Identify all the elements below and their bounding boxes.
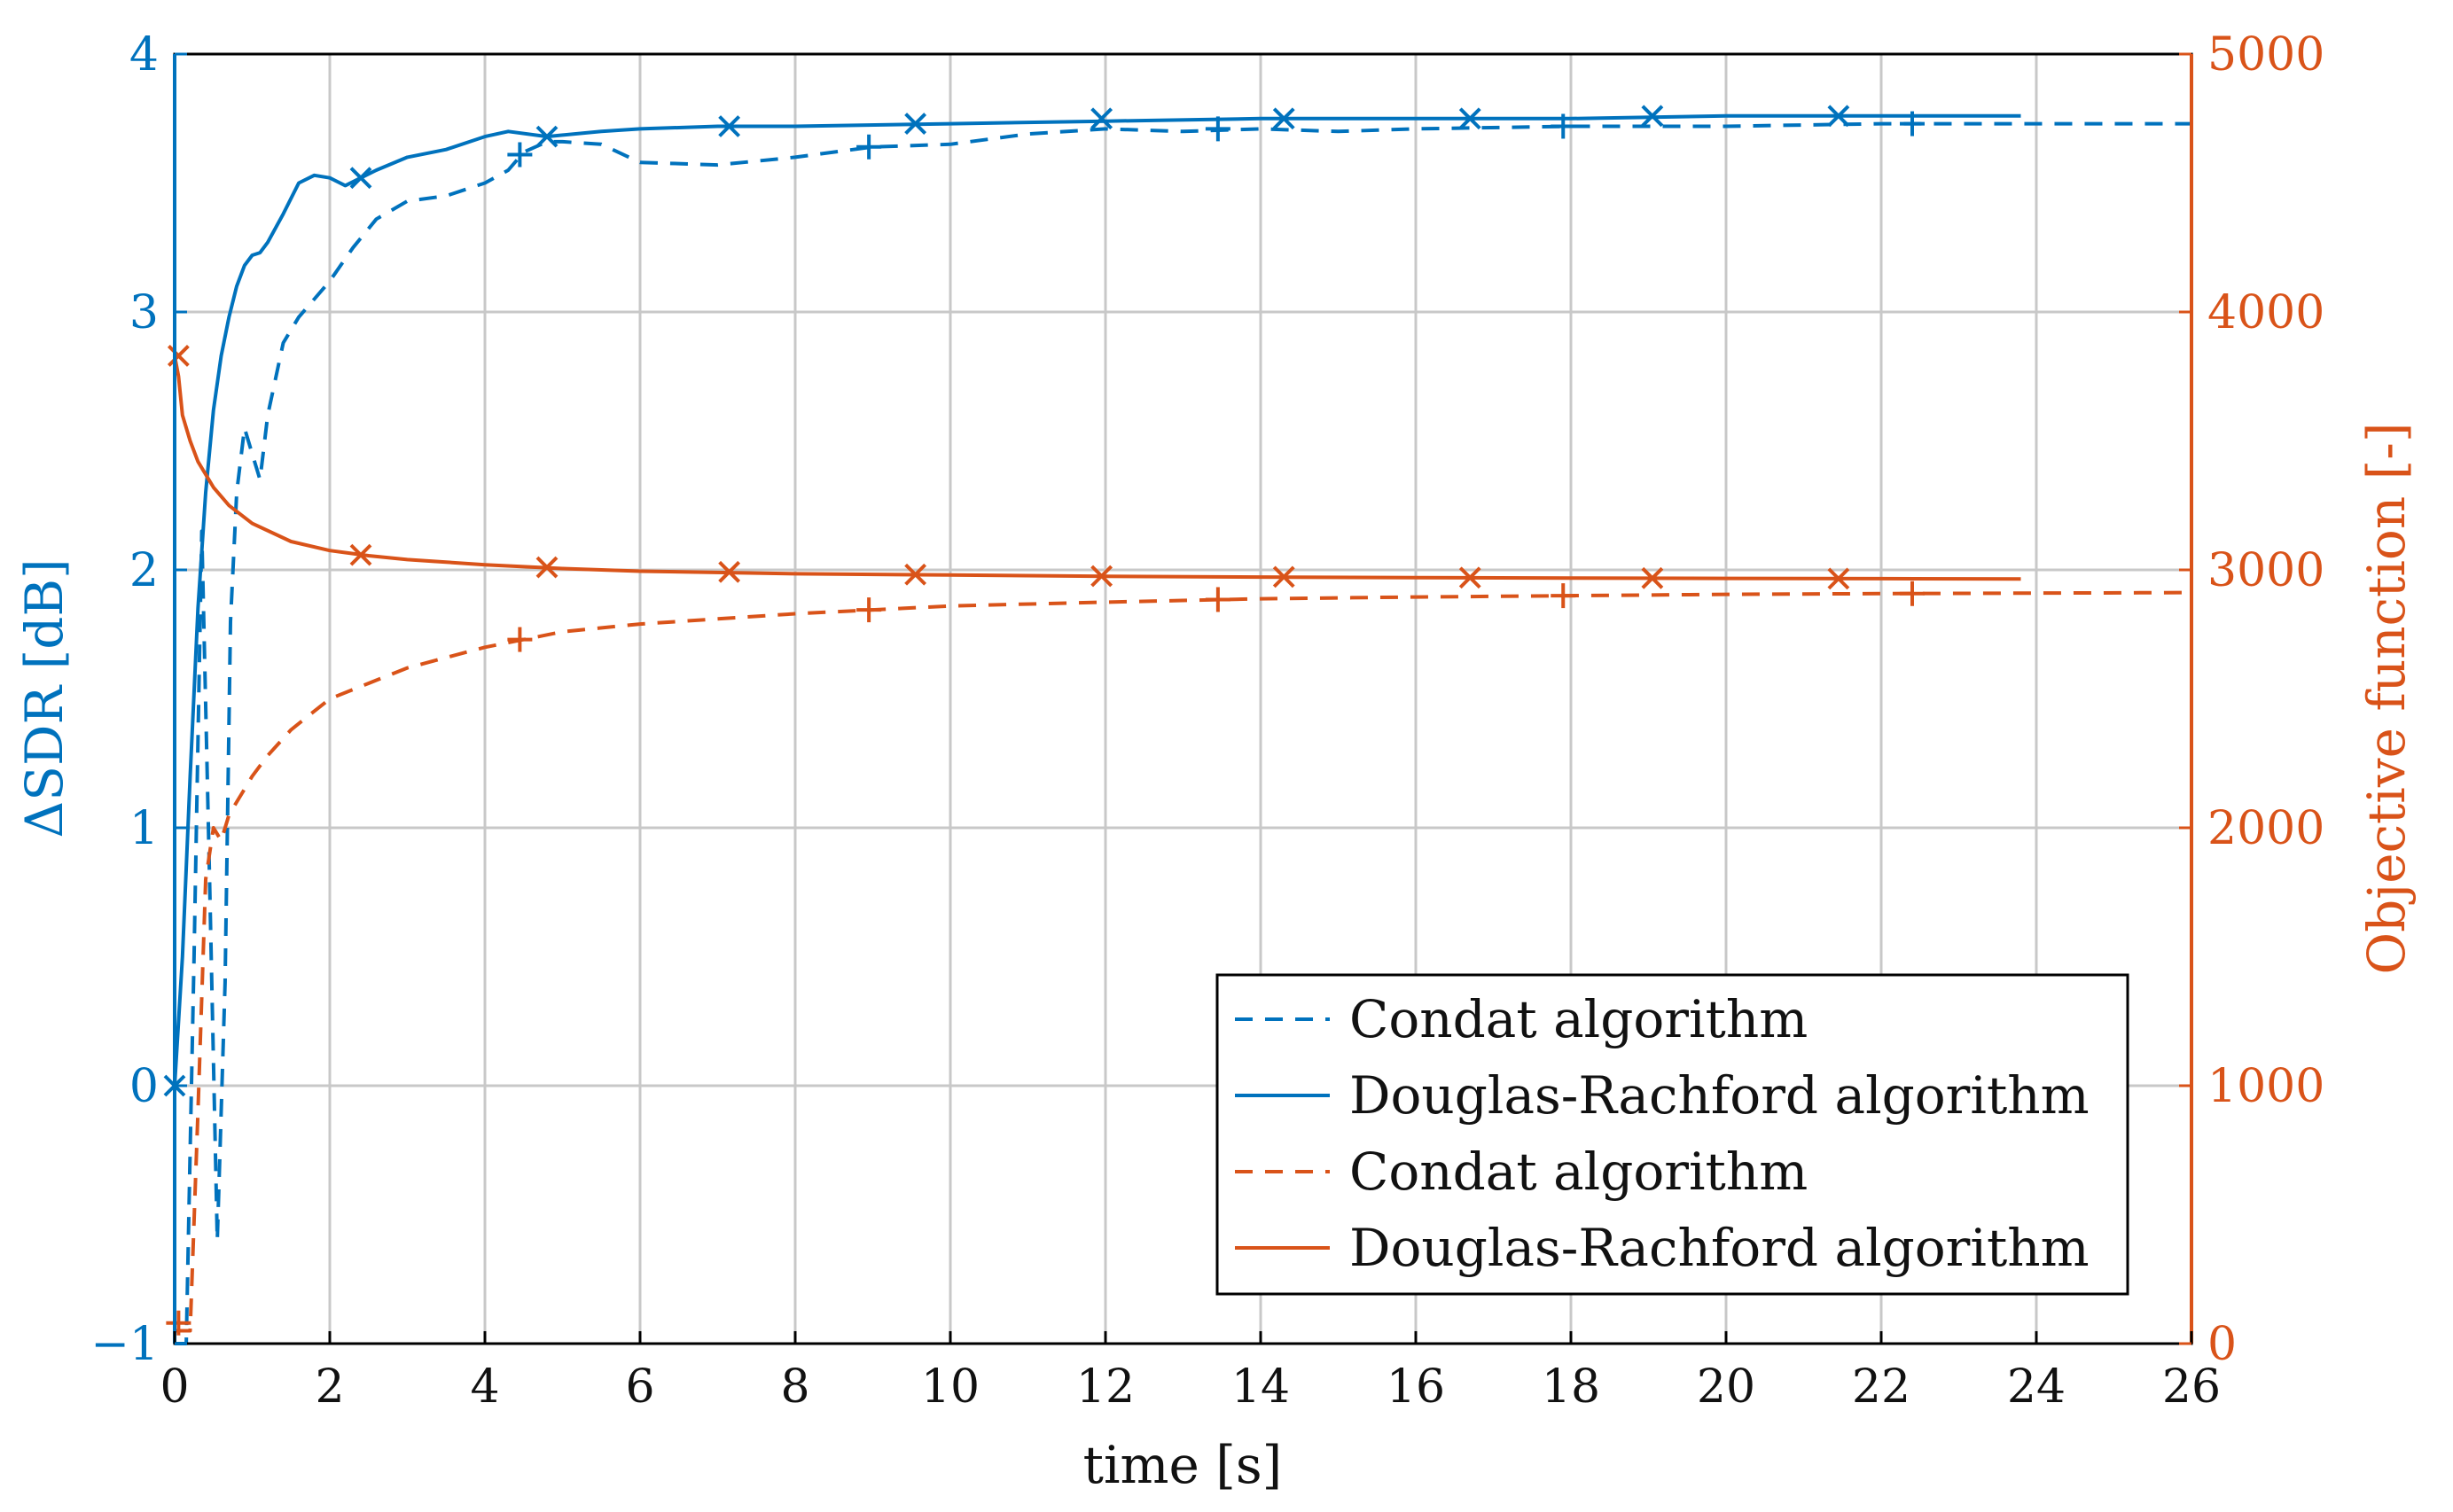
x-tick-label: 26: [2162, 1360, 2221, 1414]
x-tick-label: 4: [470, 1360, 499, 1414]
data-point-marker: [507, 627, 533, 652]
x-tick-label: 8: [780, 1360, 809, 1414]
marker-stroke: [1090, 565, 1113, 588]
marker-stroke: [535, 125, 559, 148]
marker-stroke: [718, 560, 741, 583]
marker-stroke: [904, 113, 927, 135]
y-left-tick-label: 1: [129, 802, 159, 855]
marker-stroke: [1827, 567, 1850, 590]
marker-stroke: [1272, 107, 1295, 130]
data-point-marker: [1641, 105, 1664, 128]
data-point-marker: [166, 1310, 191, 1336]
data-point-marker: [1827, 567, 1850, 590]
series-line-3: [173, 355, 2021, 581]
marker-stroke: [1458, 566, 1481, 589]
x-axis-label: time [s]: [1083, 1435, 1283, 1495]
x-tick-label: 6: [625, 1360, 654, 1414]
y-right-tick-label: 5000: [2207, 28, 2324, 82]
data-point-marker: [1205, 587, 1230, 612]
x-tick-label: 12: [1076, 1360, 1135, 1414]
data-point-marker: [1090, 565, 1113, 588]
data-point-marker: [1272, 565, 1295, 588]
legend-label-condat-objective: Condat algorithm: [1349, 1142, 1808, 1202]
series-line-1: [173, 113, 2021, 1087]
series-line-0: [175, 121, 2191, 1345]
x-tick-label: 22: [1852, 1360, 1910, 1414]
marker-stroke: [1641, 105, 1664, 128]
marker-stroke: [535, 556, 559, 579]
data-point-marker: [856, 597, 882, 623]
data-point-marker: [1641, 566, 1664, 589]
data-point-marker: [718, 560, 741, 583]
marker-stroke: [1272, 565, 1295, 588]
data-point-marker: [349, 543, 372, 566]
x-tick-label: 0: [160, 1360, 189, 1414]
y-axis-label-left: ΔSDR [dB]: [14, 558, 74, 838]
data-point-marker: [535, 125, 559, 148]
data-point-marker: [718, 115, 741, 137]
marker-stroke: [904, 563, 927, 586]
y-right-tick-label: 2000: [2207, 802, 2324, 855]
y-left-tick-label: −1: [90, 1318, 159, 1371]
series-layer: [163, 105, 2192, 1345]
legend-label-dr-sdr: Douglas-Rachford algorithm: [1349, 1065, 2090, 1126]
series-line-2: [175, 590, 2192, 1333]
y-right-tick-label: 3000: [2207, 544, 2324, 597]
marker-stroke: [1827, 105, 1850, 128]
data-point-marker: [1458, 566, 1481, 589]
data-point-marker: [1272, 107, 1295, 130]
y-right-tick-label: 0: [2207, 1318, 2237, 1371]
legend: Condat algorithm Douglas-Rachford algori…: [1215, 973, 2129, 1296]
y-left-tick-label: 4: [129, 28, 159, 82]
data-point-marker: [904, 113, 927, 135]
data-point-marker: [1900, 581, 1925, 606]
marker-stroke: [167, 345, 190, 367]
legend-box: [1215, 973, 2129, 1296]
x-tick-label: 10: [921, 1360, 980, 1414]
marker-stroke: [1090, 107, 1113, 130]
marker-stroke: [349, 167, 372, 190]
marker-stroke: [1641, 566, 1664, 589]
data-point-marker: [535, 556, 559, 579]
legend-label-dr-objective: Douglas-Rachford algorithm: [1349, 1218, 2090, 1278]
data-point-marker: [856, 134, 882, 160]
x-tick-label: 14: [1231, 1360, 1290, 1414]
y-right-tick-label: 1000: [2207, 1060, 2324, 1113]
data-point-marker: [349, 167, 372, 190]
y-left-tick-label: 2: [129, 544, 159, 597]
x-tick-label: 24: [2007, 1360, 2066, 1414]
data-point-marker: [507, 142, 533, 168]
y-left-tick-label: 0: [129, 1060, 159, 1113]
legend-label-condat-sdr: Condat algorithm: [1349, 989, 1808, 1049]
tick-layer: 0 2 4 6 8 10 12 14 16 18 20 22 24 26−1012340100020003…: [90, 28, 2324, 1414]
data-point-marker: [904, 563, 927, 586]
x-tick-label: 20: [1697, 1360, 1755, 1414]
data-point-marker: [1090, 107, 1113, 130]
marker-stroke: [718, 115, 741, 137]
data-point-marker: [1458, 107, 1481, 130]
y-left-tick-label: 3: [129, 286, 159, 339]
marker-stroke: [349, 543, 372, 566]
x-tick-label: 2: [315, 1360, 344, 1414]
x-tick-label: 18: [1542, 1360, 1600, 1414]
data-point-marker: [1827, 105, 1850, 128]
y-axis-label-right: Objective function [-]: [2356, 423, 2417, 975]
x-tick-label: 16: [1387, 1360, 1445, 1414]
data-point-marker: [1551, 583, 1576, 609]
data-point-marker: [167, 345, 190, 367]
y-right-tick-label: 4000: [2207, 286, 2324, 339]
marker-stroke: [1458, 107, 1481, 130]
